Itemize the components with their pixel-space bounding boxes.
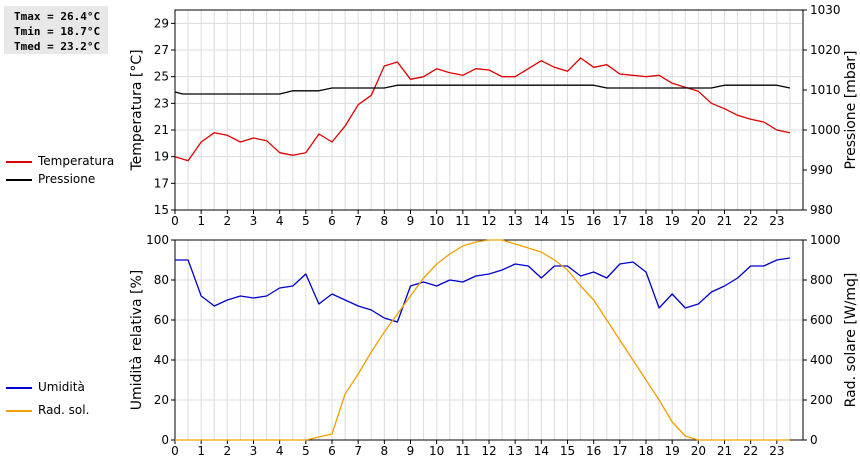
y-axis-title-left: Umidità relativa [%] <box>129 270 145 411</box>
x-tick-label: 4 <box>276 444 284 458</box>
y-tick-label-left: 27 <box>154 43 169 57</box>
y-axis-title-right: Rad. solare [W/mq] <box>843 273 859 408</box>
series-line-pressione <box>174 84 791 95</box>
x-tick-label: 9 <box>407 444 415 458</box>
y-tick-label-left: 23 <box>154 96 169 110</box>
y-tick-label-right: 1030 <box>810 3 841 17</box>
x-tick-label: 7 <box>354 214 362 228</box>
x-tick-label: 14 <box>534 214 549 228</box>
x-tick-label: 16 <box>586 444 601 458</box>
x-tick-label: 18 <box>638 444 653 458</box>
tmed-label: Tmed = 23.2°C <box>14 40 101 53</box>
x-tick-label: 10 <box>429 214 444 228</box>
x-tick-label: 14 <box>534 444 549 458</box>
legend-label-pressione: Pressione <box>38 172 96 186</box>
x-tick-label: 4 <box>276 214 284 228</box>
legend-swatch-pressione <box>6 179 32 181</box>
y-tick-label-left: 17 <box>154 176 169 190</box>
tmax-label: Tmax = 26.4°C <box>14 10 101 23</box>
y-tick-label-left: 15 <box>154 203 169 217</box>
tmin-label: Tmin = 18.7°C <box>14 25 101 38</box>
x-tick-label: 6 <box>328 214 336 228</box>
x-tick-label: 6 <box>328 444 336 458</box>
y-tick-label-left: 25 <box>154 70 169 84</box>
series-line-rad-sol <box>175 239 790 441</box>
x-tick-label: 2 <box>224 214 232 228</box>
y-tick-label-left: 60 <box>154 313 169 327</box>
x-tick-label: 18 <box>638 214 653 228</box>
x-tick-label: 10 <box>429 444 444 458</box>
y-tick-label-right: 980 <box>810 203 833 217</box>
y-tick-label-left: 0 <box>161 433 169 447</box>
chart-2: 0 1 2 3 4 5 6 7 8 9 10 11 12 13 14 15 16 17 18 19 20 21 22 2302… <box>129 233 859 458</box>
y-tick-label-left: 100 <box>146 233 169 247</box>
x-tick-label: 0 <box>171 444 179 458</box>
series-line-umidit <box>175 257 790 323</box>
x-tick-label: 16 <box>586 214 601 228</box>
y-tick-label-left: 29 <box>154 16 169 30</box>
x-tick-label: 12 <box>481 444 496 458</box>
x-tick-label: 8 <box>381 214 389 228</box>
x-tick-label: 17 <box>612 214 627 228</box>
y-tick-label-right: 0 <box>810 433 818 447</box>
x-tick-label: 23 <box>769 214 784 228</box>
legend-label-umidita: Umidità <box>38 380 85 394</box>
legend-swatch-rad-sol <box>6 410 32 412</box>
x-tick-label: 23 <box>769 444 784 458</box>
y-tick-label-right: 1020 <box>810 43 841 57</box>
x-tick-label: 19 <box>665 444 680 458</box>
y-tick-label-right: 200 <box>810 393 833 407</box>
x-tick-label: 13 <box>508 214 523 228</box>
x-tick-label: 20 <box>691 444 706 458</box>
x-tick-label: 19 <box>665 214 680 228</box>
x-tick-label: 5 <box>302 214 310 228</box>
y-tick-label-right: 600 <box>810 313 833 327</box>
x-tick-label: 13 <box>508 444 523 458</box>
y-tick-label-left: 21 <box>154 123 169 137</box>
y-tick-label-left: 19 <box>154 150 169 164</box>
y-tick-label-left: 80 <box>154 273 169 287</box>
y-tick-label-right: 800 <box>810 273 833 287</box>
x-tick-label: 8 <box>381 444 389 458</box>
x-tick-label: 12 <box>481 214 496 228</box>
legend-label-rad-sol: Rad. sol. <box>38 403 90 417</box>
y-tick-label-right: 1010 <box>810 83 841 97</box>
x-tick-label: 15 <box>560 444 575 458</box>
x-tick-label: 21 <box>717 214 732 228</box>
y-axis-title-right: Pressione [mbar] <box>843 50 859 169</box>
x-tick-label: 22 <box>743 214 758 228</box>
x-tick-label: 0 <box>171 214 179 228</box>
x-tick-label: 20 <box>691 214 706 228</box>
y-tick-label-right: 1000 <box>810 233 841 247</box>
y-tick-label-left: 40 <box>154 353 169 367</box>
chart-1: 0 1 2 3 4 5 6 7 8 9 10 11 12 13 14 15 16 17 18 19 20 21 22 2315… <box>129 3 859 228</box>
y-tick-label-right: 990 <box>810 163 833 177</box>
x-tick-label: 5 <box>302 444 310 458</box>
y-tick-label-left: 20 <box>154 393 169 407</box>
legend-swatch-umidita <box>6 387 32 389</box>
legend-label-temperatura: Temperatura <box>38 154 115 168</box>
x-tick-label: 3 <box>250 444 258 458</box>
x-tick-label: 2 <box>224 444 232 458</box>
x-tick-label: 1 <box>197 214 205 228</box>
y-tick-label-right: 400 <box>810 353 833 367</box>
x-tick-label: 7 <box>354 444 362 458</box>
y-tick-label-right: 1000 <box>810 123 841 137</box>
x-tick-label: 11 <box>455 444 470 458</box>
x-tick-label: 1 <box>197 444 205 458</box>
x-tick-label: 15 <box>560 214 575 228</box>
legend-swatch-temperatura <box>6 161 32 163</box>
x-tick-label: 11 <box>455 214 470 228</box>
stats-box: Tmax = 26.4°C Tmin = 18.7°C Tmed = 23.2°… <box>4 6 108 54</box>
x-tick-label: 3 <box>250 214 258 228</box>
y-axis-title-left: Temperatura [°C] <box>129 49 145 171</box>
x-tick-label: 17 <box>612 444 627 458</box>
x-tick-label: 21 <box>717 444 732 458</box>
x-tick-label: 22 <box>743 444 758 458</box>
x-tick-label: 9 <box>407 214 415 228</box>
